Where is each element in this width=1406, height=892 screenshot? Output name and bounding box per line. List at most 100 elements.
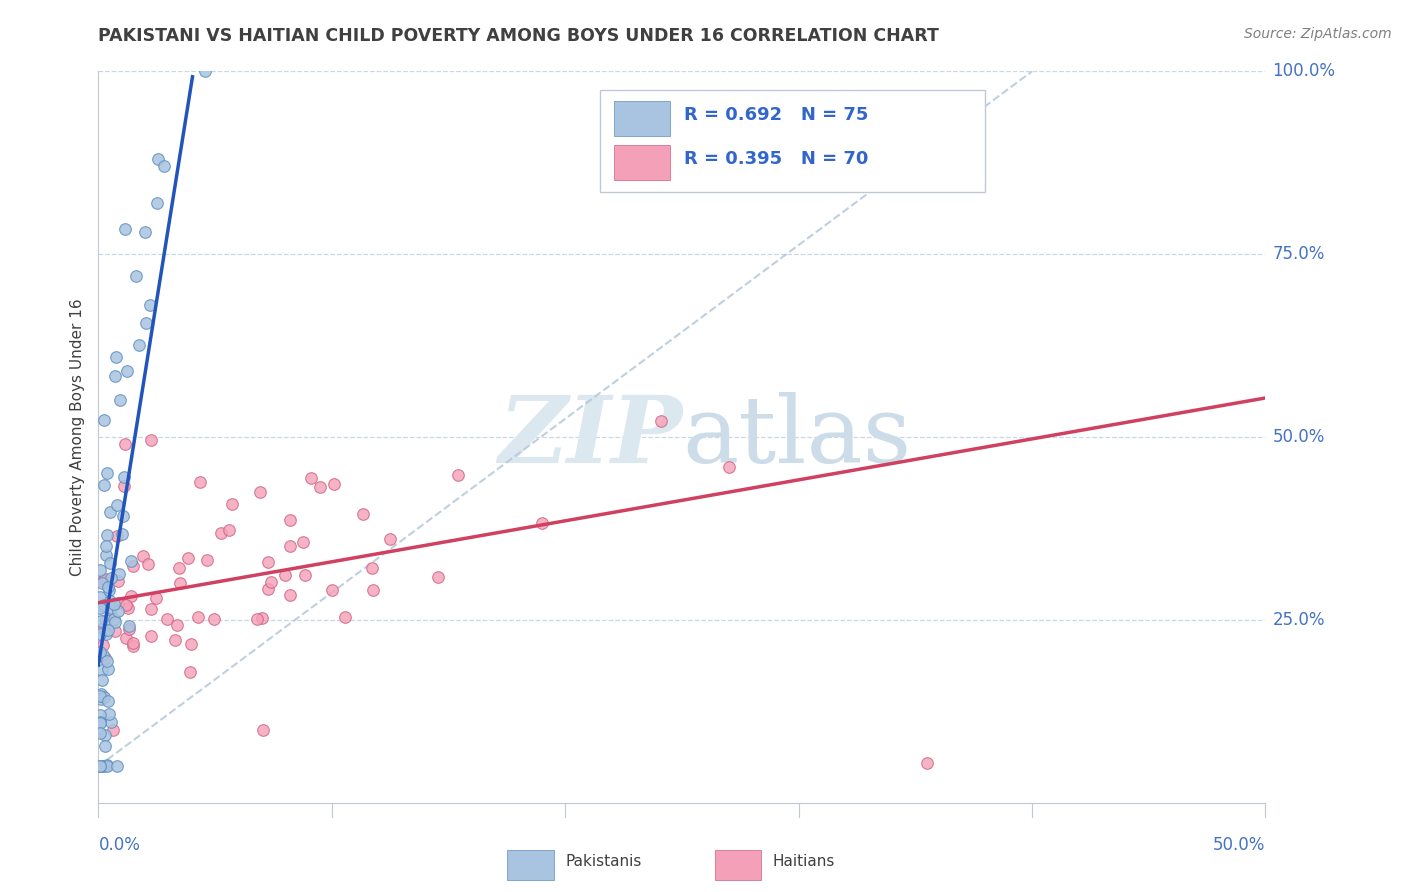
Point [96,655,118,669]
Point [93,477,115,491]
Point [145,591,167,605]
Point [94,627,117,641]
Point [100,607,122,622]
Point [361,561,384,575]
Point [93,413,115,427]
Point [246,612,269,626]
Point [100,571,122,585]
Point [89,563,111,577]
Point [134,225,156,239]
Text: Haitians: Haitians [773,854,835,869]
Point [103,612,125,626]
Point [105,529,128,543]
Point [128,338,150,352]
Point [107,596,129,610]
Point [179,665,201,679]
Point [97,662,120,676]
Point [118,619,141,633]
Point [89,600,111,615]
Point [301,471,323,485]
Point [378,532,401,546]
Text: Pakistanis: Pakistanis [565,854,641,869]
Point [100,715,122,730]
Point [122,639,145,653]
Point [427,569,450,583]
Text: PAKISTANI VS HAITIAN CHILD POVERTY AMONG BOYS UNDER 16 CORRELATION CHART: PAKISTANI VS HAITIAN CHILD POVERTY AMONG… [98,27,939,45]
Point [166,618,188,632]
Point [352,507,374,521]
Text: 100.0%: 100.0% [1272,62,1336,80]
Point [122,559,145,574]
Point [89,759,111,773]
Point [97,624,120,638]
Point [292,534,315,549]
Text: atlas: atlas [682,392,911,482]
Point [112,470,135,484]
Point [104,369,127,384]
Point [112,479,135,493]
Point [97,580,120,594]
Point [146,196,169,211]
Point [120,554,142,568]
Point [96,757,118,772]
Point [105,498,128,512]
Point [89,707,111,722]
Point [125,269,148,284]
Text: 50.0%: 50.0% [1213,836,1265,854]
FancyBboxPatch shape [600,90,986,192]
Point [97,694,120,708]
Point [139,433,162,447]
Point [167,561,190,575]
Point [97,706,120,721]
FancyBboxPatch shape [614,145,671,179]
Point [122,636,145,650]
Point [447,467,470,482]
Point [101,723,124,737]
Point [650,414,672,428]
Point [94,739,117,753]
Point [100,557,122,571]
Point [90,688,112,702]
Point [135,316,157,330]
FancyBboxPatch shape [506,850,554,880]
Point [114,632,136,646]
Point [139,629,162,643]
Point [209,525,232,540]
Point [249,485,271,500]
Point [91,759,114,773]
Point [361,583,384,598]
Point [257,555,280,569]
Point [322,477,344,491]
Point [194,64,217,78]
Point [114,437,136,451]
Point [94,572,117,586]
Point [90,599,112,613]
Point [100,601,122,615]
Point [169,576,191,591]
Point [104,624,127,638]
Text: 0.0%: 0.0% [98,836,141,854]
Point [118,623,141,637]
Point [91,663,114,677]
Point [91,576,114,591]
Point [252,723,274,737]
Point [89,590,111,604]
Point [915,756,938,770]
Point [90,691,112,706]
Point [89,759,111,773]
Point [93,648,115,662]
Point [98,594,121,608]
Point [90,614,112,628]
Point [94,539,117,553]
Point [103,598,125,612]
Text: Source: ZipAtlas.com: Source: ZipAtlas.com [1244,27,1392,41]
Point [177,550,200,565]
Point [278,513,301,527]
Text: 75.0%: 75.0% [1272,245,1324,263]
Point [139,298,162,312]
Point [218,523,240,537]
Point [250,611,273,625]
Point [294,568,316,582]
FancyBboxPatch shape [614,101,671,136]
Point [321,583,343,598]
